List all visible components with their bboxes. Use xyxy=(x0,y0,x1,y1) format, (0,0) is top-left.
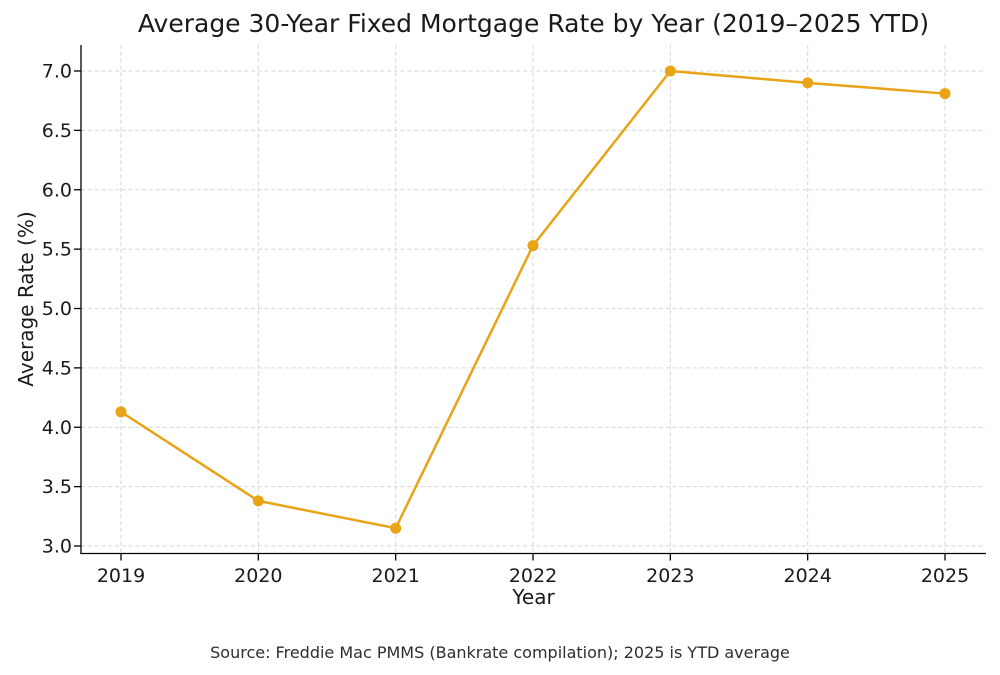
x-axis-label: Year xyxy=(512,585,555,609)
x-tick-label: 2025 xyxy=(921,565,969,587)
x-tick-label: 2019 xyxy=(97,565,145,587)
y-tick-label: 6.5 xyxy=(42,120,72,142)
x-tick-label: 2024 xyxy=(783,565,831,587)
data-point-2021 xyxy=(390,522,402,534)
chart-title: Average 30-Year Fixed Mortgage Rate by Y… xyxy=(137,9,930,38)
x-tick-label: 2023 xyxy=(646,565,694,587)
y-tick-label: 4.0 xyxy=(42,417,72,439)
source-note: Source: Freddie Mac PMMS (Bankrate compi… xyxy=(210,643,790,662)
y-axis-label: Average Rate (%) xyxy=(14,211,38,387)
x-tick-label: 2021 xyxy=(371,565,419,587)
data-point-2019 xyxy=(115,406,127,418)
x-tick-label: 2022 xyxy=(509,565,557,587)
y-tick-label: 5.0 xyxy=(42,298,72,320)
data-point-2025 xyxy=(939,88,951,100)
y-tick-label: 3.5 xyxy=(42,476,72,498)
data-point-2024 xyxy=(802,77,814,89)
data-point-2023 xyxy=(664,65,676,77)
y-tick-label: 3.0 xyxy=(42,536,72,558)
data-point-2022 xyxy=(527,240,539,252)
y-tick-label: 5.5 xyxy=(42,239,72,261)
x-tick-label: 2020 xyxy=(234,565,282,587)
y-tick-label: 4.5 xyxy=(42,357,72,379)
y-tick-label: 7.0 xyxy=(42,61,72,83)
y-tick-label: 6.0 xyxy=(42,179,72,201)
data-point-2020 xyxy=(252,495,264,507)
